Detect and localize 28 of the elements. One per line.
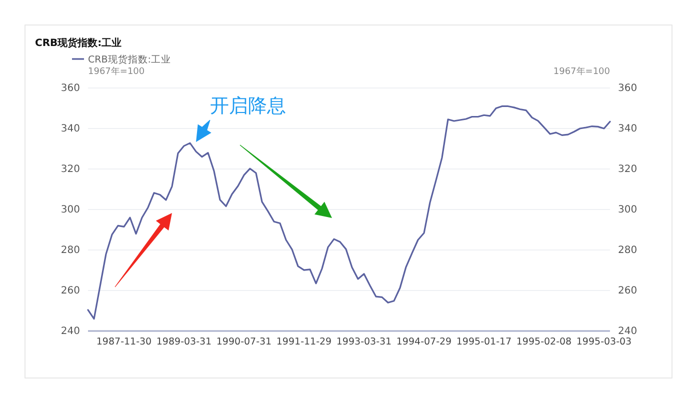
y2-tick-label: 300 — [618, 204, 638, 216]
x-tick-label: 1995-03-03 — [576, 336, 632, 348]
y-tick-label: 320 — [60, 164, 80, 176]
chart-title: CRB现货指数:工业 — [35, 37, 122, 49]
y-tick-label: 280 — [60, 245, 80, 256]
y-tick-label: 240 — [60, 326, 80, 338]
x-tick-label: 1994-07-29 — [396, 336, 452, 348]
x-tick-label: 1993-03-31 — [336, 336, 392, 348]
x-tick-label: 1991-11-29 — [276, 336, 332, 348]
y2-tick-label: 360 — [618, 83, 638, 94]
x-tick-label: 1990-07-31 — [216, 336, 272, 348]
y2-tick-label: 280 — [618, 245, 638, 256]
y2-tick-label: 260 — [618, 286, 638, 297]
y-tick-label: 360 — [60, 83, 80, 94]
y-tick-label: 300 — [60, 204, 80, 216]
y2-tick-label: 340 — [618, 124, 638, 135]
legend-label: CRB现货指数:工业 — [88, 54, 171, 66]
y-axis-title: 1967年=100 — [88, 66, 145, 77]
x-tick-label: 1989-03-31 — [156, 336, 212, 348]
y-tick-label: 260 — [60, 286, 80, 297]
y2-tick-label: 240 — [618, 326, 638, 338]
x-tick-label: 1995-02-08 — [516, 336, 572, 348]
x-tick-label: 1995-01-17 — [456, 336, 512, 348]
y2-tick-label: 320 — [618, 164, 638, 176]
annotation: 开启降息 — [210, 95, 286, 117]
y-tick-label: 340 — [60, 124, 80, 135]
y2-axis-title: 1967年=100 — [553, 66, 610, 77]
x-tick-label: 1987-11-30 — [96, 336, 152, 348]
